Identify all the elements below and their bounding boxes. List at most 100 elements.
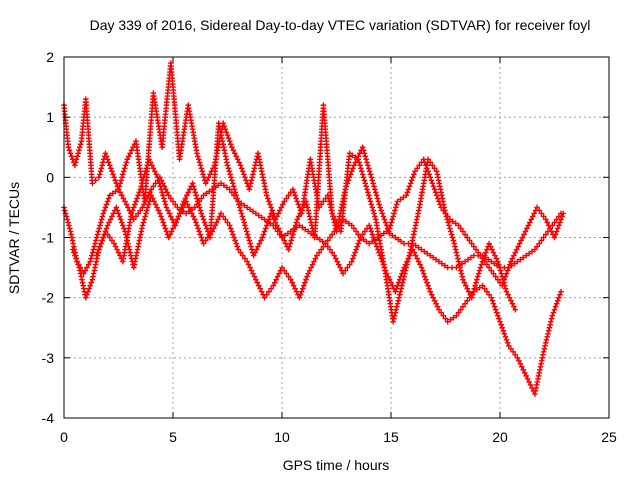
data-point: [63, 213, 70, 220]
data-point: [372, 189, 379, 196]
data-point: [161, 198, 168, 205]
data-point: [388, 219, 395, 226]
data-point: [415, 244, 422, 251]
data-point: [133, 198, 139, 205]
data-point: [448, 231, 455, 238]
data-point: [298, 288, 305, 295]
x-tick-labels: 0 5 10 15 20 25: [60, 429, 617, 445]
data-point: [112, 188, 119, 195]
data-point: [235, 246, 242, 253]
data-point: [166, 210, 173, 217]
data-point: [309, 261, 316, 268]
data-point: [540, 234, 547, 241]
data-point: [552, 231, 559, 238]
data-point: [227, 171, 233, 178]
data-point: [407, 180, 414, 187]
data-point: [96, 171, 103, 178]
data-point: [87, 282, 93, 289]
data-point: [329, 249, 335, 256]
data-point: [246, 186, 253, 193]
data-point: [408, 177, 415, 184]
data-point: [229, 180, 236, 187]
data-point: [157, 183, 164, 190]
data-point: [475, 249, 481, 256]
data-point: [195, 156, 202, 163]
data-point: [493, 255, 500, 262]
data-point: [200, 192, 207, 199]
data-point: [274, 273, 281, 280]
y-tick-label: -1: [42, 230, 55, 246]
data-point: [215, 216, 221, 223]
data-point: [74, 258, 80, 265]
data-point: [538, 210, 545, 217]
data-point: [468, 294, 475, 301]
data-point: [196, 159, 203, 166]
data-point: [433, 256, 439, 263]
data-point: [430, 183, 437, 190]
data-point: [451, 240, 458, 247]
data-point: [229, 144, 235, 151]
data-point: [98, 240, 104, 247]
data-point: [322, 240, 329, 247]
data-point: [477, 264, 484, 271]
data-point: [272, 219, 279, 226]
data-point: [205, 174, 212, 181]
data-point: [287, 240, 294, 247]
data-point: [316, 249, 322, 256]
data-point: [242, 174, 248, 181]
data-point: [192, 204, 198, 211]
data-point: [520, 367, 527, 373]
data-point: [464, 285, 471, 292]
data-point: [283, 195, 290, 202]
data-point: [332, 216, 338, 223]
data-point: [72, 159, 79, 166]
data-point: [117, 189, 123, 196]
data-point: [523, 373, 529, 379]
data-point: [198, 210, 205, 217]
data-point: [490, 300, 497, 307]
data-point: [417, 261, 423, 268]
data-point: [390, 213, 396, 220]
data-point: [234, 243, 241, 250]
data-point: [436, 258, 442, 265]
data-point: [93, 237, 99, 244]
data-point: [493, 309, 500, 316]
data-point: [431, 297, 438, 304]
data-point: [130, 204, 137, 211]
data-point: [67, 150, 74, 157]
data-point: [239, 213, 246, 220]
data-point: [492, 273, 499, 280]
data-point: [503, 288, 510, 295]
data-point: [122, 162, 129, 169]
data-point: [462, 300, 468, 307]
data-point: [431, 165, 438, 172]
data-point: [450, 237, 457, 244]
data-point: [288, 237, 294, 244]
y-tick-label: 2: [46, 49, 54, 65]
data-point: [97, 168, 104, 175]
data-point: [371, 183, 377, 190]
data-point: [299, 285, 306, 292]
data-point: [269, 207, 275, 214]
data-point: [418, 264, 425, 271]
x-tick-label: 20: [492, 429, 508, 445]
data-point: [557, 291, 563, 298]
data-point: [518, 237, 524, 244]
data-point: [73, 156, 80, 163]
data-point: [460, 276, 466, 283]
data-point: [392, 204, 399, 211]
data-point: [113, 204, 120, 211]
data-point: [238, 165, 245, 172]
data-point: [505, 291, 511, 298]
data-point: [465, 256, 471, 263]
data-point: [532, 246, 538, 253]
data-point: [410, 174, 416, 181]
data-point: [94, 249, 101, 256]
data-point: [434, 303, 441, 310]
data-point: [529, 213, 536, 220]
data-point: [318, 246, 325, 253]
data-point: [536, 240, 543, 247]
data-point: [362, 228, 368, 235]
data-point: [337, 264, 343, 271]
data-point: [525, 222, 532, 229]
